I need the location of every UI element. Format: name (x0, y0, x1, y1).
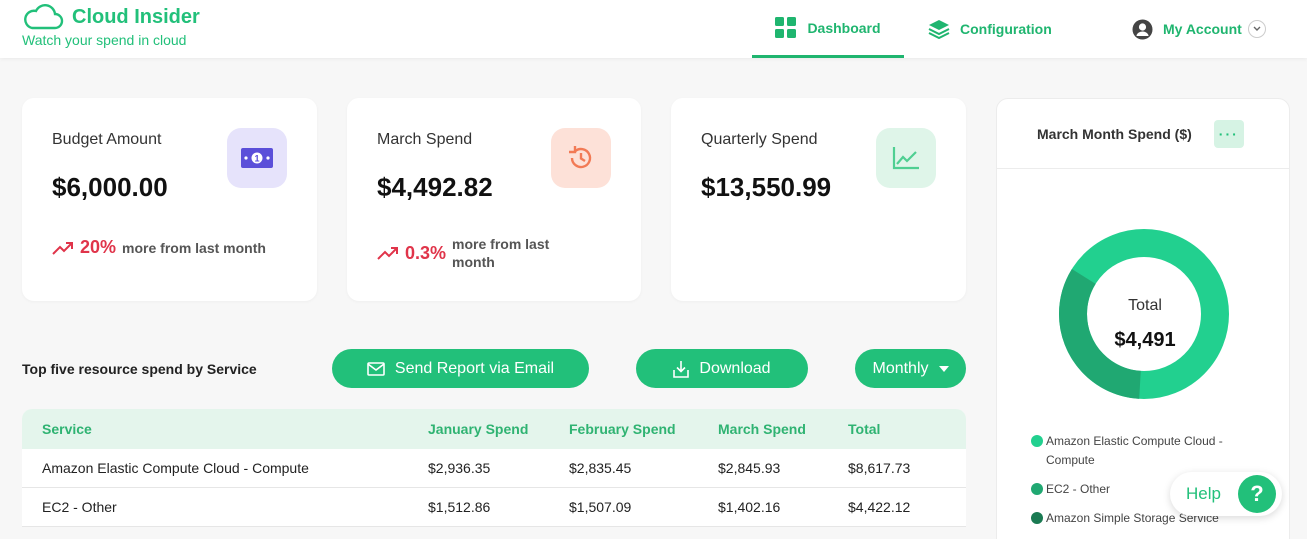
cell-february: $2,835.45 (569, 460, 632, 476)
nav-dashboard-label: Dashboard (807, 19, 881, 36)
layers-icon (928, 19, 950, 39)
nav-dashboard[interactable]: Dashboard (752, 0, 904, 58)
spend-table: Service January Spend February Spend Mar… (22, 409, 966, 527)
chevron-down-icon[interactable] (1247, 20, 1266, 38)
svg-text:1: 1 (254, 154, 259, 164)
card-label: March Spend (377, 131, 473, 148)
nav-configuration-label: Configuration (960, 21, 1052, 37)
budget-card: Budget Amount $6,000.00 1 20% more from … (22, 98, 317, 301)
mail-icon (367, 361, 385, 376)
more-options-icon[interactable]: ··· (1213, 119, 1244, 148)
download-label: Download (699, 359, 771, 377)
trend-percent: 0.3% (405, 242, 447, 263)
download-icon (673, 360, 690, 378)
legend-label: EC2 - Other (1046, 482, 1111, 496)
cell-total: $8,617.73 (848, 460, 911, 476)
march-spend-card: March Spend $4,492.82 0.3% more from las… (347, 98, 641, 301)
panel-header: March Month Spend ($) ··· (997, 99, 1289, 169)
trend-up-icon (377, 247, 398, 260)
download-button[interactable]: Download (636, 349, 808, 388)
table-row: Amazon Elastic Compute Cloud - Compute $… (22, 449, 966, 488)
nav-configuration[interactable]: Configuration (928, 0, 1052, 58)
donut-total-label: Total (1128, 297, 1162, 314)
nav-account[interactable]: My Account (1132, 0, 1266, 58)
card-trend: 0.3% more from last month (377, 235, 572, 271)
spend-donut-chart (1059, 229, 1229, 399)
section-title: Top five resource spend by Service (22, 361, 257, 377)
col-header-service[interactable]: Service (42, 421, 92, 437)
donut-total-value: $4,491 (1114, 329, 1176, 351)
question-icon: ? (1238, 475, 1276, 513)
legend-label: Amazon Simple Storage Service (1046, 511, 1219, 525)
trend-up-icon (52, 241, 73, 255)
brand-title: Cloud Insider (72, 5, 200, 28)
chart-legend: Amazon Elastic Compute Cloud - Compute E… (1031, 432, 1246, 538)
legend-dot (1031, 483, 1043, 495)
card-value: $4,492.82 (377, 172, 493, 202)
cell-january: $1,512.86 (428, 499, 491, 515)
donut-slice-ec2-other[interactable] (1059, 229, 1229, 399)
period-dropdown[interactable]: Monthly (855, 349, 966, 388)
cell-march: $1,402.16 (718, 499, 781, 515)
trend-text: more from last month (452, 236, 550, 270)
table-row: EC2 - Other $1,512.86 $1,507.09 $1,402.1… (22, 488, 966, 527)
legend-label: Amazon Elastic Compute Cloud - Compute (1046, 434, 1223, 467)
trend-percent: 20% (80, 237, 117, 257)
nav-account-label: My Account (1163, 21, 1242, 37)
march-spend-panel: March Month Spend ($) ··· Total $4,491 A… (996, 98, 1290, 539)
cell-february: $1,507.09 (569, 499, 632, 515)
cell-january: $2,936.35 (428, 460, 491, 476)
period-dropdown-label: Monthly (872, 359, 929, 377)
cell-service: Amazon Elastic Compute Cloud - Compute (42, 460, 309, 476)
dashboard-icon (775, 16, 797, 39)
send-report-email-label: Send Report via Email (394, 359, 555, 377)
card-label: Budget Amount (52, 131, 162, 148)
trend-text: more from last month (122, 239, 266, 256)
card-value: $13,550.99 (701, 172, 832, 202)
card-value: $6,000.00 (52, 172, 168, 202)
table-header: Service January Spend February Spend Mar… (22, 409, 966, 449)
quarterly-spend-card: Quarterly Spend $13,550.99 (671, 98, 966, 301)
history-icon (551, 128, 611, 188)
legend-dot (1031, 435, 1043, 447)
legend-item[interactable]: EC2 - Other (1031, 480, 1246, 499)
legend-item[interactable]: Amazon Elastic Compute Cloud - Compute (1031, 432, 1246, 470)
col-header-march[interactable]: March Spend (718, 421, 806, 437)
top-header: Cloud Insider Watch your spend in cloud … (0, 0, 1307, 58)
caret-down-icon (938, 365, 949, 372)
line-chart-icon (876, 128, 936, 188)
cloud-icon (24, 4, 64, 30)
send-report-email-button[interactable]: Send Report via Email (332, 349, 589, 388)
col-header-total[interactable]: Total (848, 421, 881, 437)
card-trend: 20% more from last month (52, 237, 266, 258)
cell-total: $4,422.12 (848, 499, 911, 515)
cell-service: EC2 - Other (42, 499, 117, 515)
legend-item[interactable]: Amazon Simple Storage Service (1031, 509, 1246, 528)
cell-march: $2,845.93 (718, 460, 781, 476)
panel-title: March Month Spend ($) (1037, 125, 1192, 142)
col-header-february[interactable]: February Spend (569, 421, 676, 437)
col-header-january[interactable]: January Spend (428, 421, 529, 437)
user-icon (1132, 19, 1153, 40)
legend-dot (1031, 512, 1043, 524)
card-label: Quarterly Spend (701, 131, 818, 148)
brand[interactable]: Cloud Insider Watch your spend in cloud (22, 4, 200, 48)
help-label: Help (1186, 484, 1221, 503)
help-button[interactable]: Help ? (1170, 472, 1282, 516)
brand-tagline: Watch your spend in cloud (22, 32, 187, 48)
money-icon: 1 (227, 128, 287, 188)
